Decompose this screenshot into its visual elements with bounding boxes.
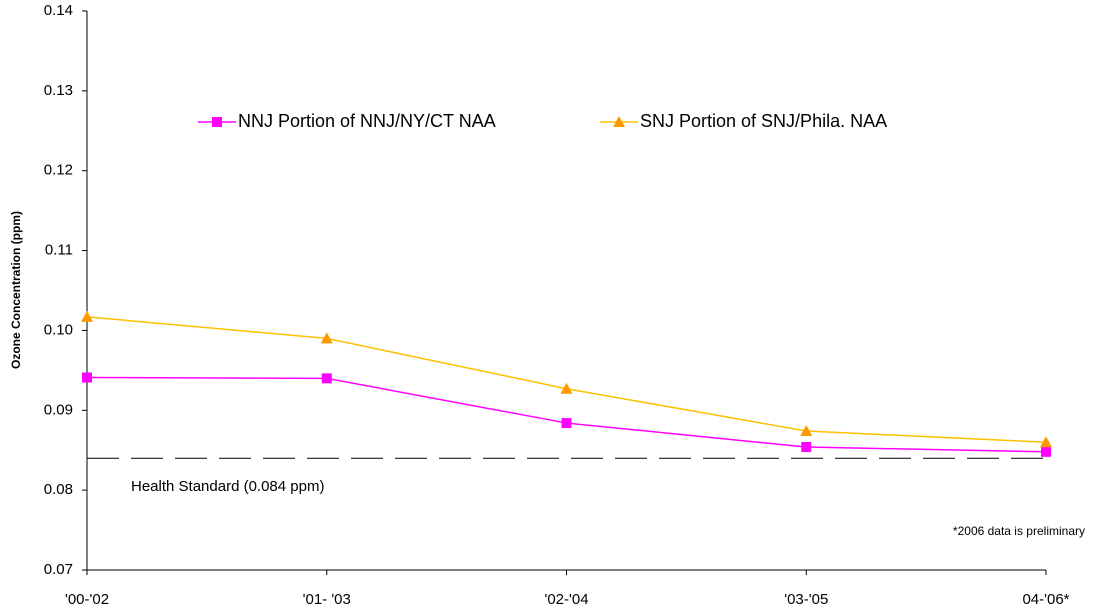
y-tick-label: 0.12: [44, 162, 73, 179]
x-tick-label: '01- '03: [303, 591, 351, 608]
note: *2006 data is preliminary: [953, 524, 1085, 538]
legend-label: SNJ Portion of SNJ/Phila. NAA: [640, 111, 887, 131]
y-axis-label: Ozone Concentration (ppm): [9, 211, 23, 369]
y-tick-label: 0.09: [44, 401, 73, 418]
x-tick-label: 04-'06*: [1022, 591, 1069, 608]
marker: [1040, 436, 1052, 448]
marker: [801, 442, 812, 453]
y-tick-label: 0.13: [44, 82, 73, 99]
marker: [212, 117, 222, 127]
marker: [560, 382, 573, 394]
marker: [613, 116, 625, 127]
y-tick-label: 0.07: [44, 561, 73, 578]
marker: [321, 373, 332, 384]
x-tick-label: '00-'02: [65, 591, 109, 608]
marker: [81, 310, 93, 322]
y-tick-label: 0.10: [44, 321, 73, 338]
marker: [1041, 446, 1051, 457]
y-tick-label: 0.14: [44, 2, 73, 19]
marker: [800, 425, 813, 437]
marker: [561, 418, 572, 429]
y-tick-label: 0.11: [45, 242, 73, 259]
x-tick-label: '03-'05: [784, 591, 828, 608]
reference-label: Health Standard (0.084 ppm): [131, 478, 324, 495]
x-tick-label: '02-'04: [544, 591, 588, 608]
marker: [320, 332, 333, 344]
y-tick-label: 0.08: [44, 481, 73, 498]
marker: [82, 372, 92, 383]
legend-label: NNJ Portion of NNJ/NY/CT NAA: [238, 111, 496, 131]
